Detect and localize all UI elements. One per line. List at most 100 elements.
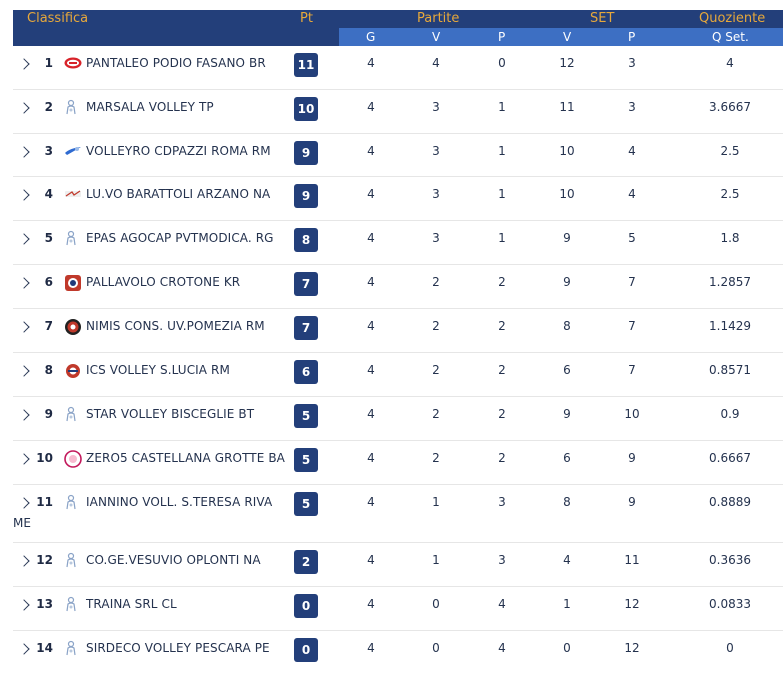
team-name[interactable]: CO.GE.VESUVIO OPLONTI NA [86, 553, 261, 567]
quotient: 0.0833 [709, 597, 751, 611]
chevron-right-icon[interactable] [18, 599, 30, 611]
header-v: V [432, 30, 441, 44]
sets-won: 0 [563, 641, 571, 655]
matches-won: 3 [432, 100, 440, 114]
position: 10 [36, 451, 53, 465]
team-name[interactable]: SIRDECO VOLLEY PESCARA PE [86, 641, 270, 655]
matches-won: 3 [432, 231, 440, 245]
sets-lost: 3 [628, 56, 636, 70]
table-row: 10 ZERO5 CASTELLANA GROTTE BA 5 4 2 2 6 9 0.6667 [13, 441, 783, 485]
team-name[interactable]: NIMIS CONS. UV.POMEZIA RM [86, 319, 265, 333]
table-row: 5 EPAS AGOCAP PVTMODICA. RG 8 4 3 1 9 5 1.8 [13, 221, 783, 265]
matches-won: 4 [432, 56, 440, 70]
table-row: 13 TRAINA SRL CL 0 4 0 4 1 12 0.0833 [13, 587, 783, 631]
quotient: 0 [726, 641, 734, 655]
team-name[interactable]: ICS VOLLEY S.LUCIA RM [86, 363, 230, 377]
matches-won: 2 [432, 319, 440, 333]
sets-lost: 7 [628, 275, 636, 289]
team-name[interactable]: PANTALEO PODIO FASANO BR [86, 56, 266, 70]
sets-lost: 11 [624, 553, 640, 567]
header-p: P [498, 30, 506, 44]
position: 8 [44, 363, 53, 377]
team-name[interactable]: ZERO5 CASTELLANA GROTTE BA [86, 451, 285, 465]
quotient: 2.5 [720, 187, 740, 201]
matches-lost: 2 [498, 319, 506, 333]
sets-lost: 7 [628, 363, 636, 377]
chevron-right-icon[interactable] [18, 497, 30, 509]
matches-lost: 1 [498, 100, 506, 114]
team-name[interactable]: VOLLEYRO CDPAZZI ROMA RM [86, 144, 271, 158]
row-divider [13, 396, 783, 397]
team-name[interactable]: EPAS AGOCAP PVTMODICA. RG [86, 231, 274, 245]
matches-lost: 1 [498, 144, 506, 158]
sets-lost: 12 [624, 597, 640, 611]
table-row: 7 NIMIS CONS. UV.POMEZIA RM 7 4 2 2 8 7 1.1429 [13, 309, 783, 353]
chevron-right-icon[interactable] [18, 189, 30, 201]
points-badge: 2 [294, 550, 318, 574]
row-divider [13, 308, 783, 309]
row-divider [13, 220, 783, 221]
chevron-right-icon[interactable] [18, 58, 30, 70]
row-divider [13, 352, 783, 353]
header-partite: Partite [417, 11, 460, 26]
chevron-right-icon[interactable] [18, 102, 30, 114]
generic-team-icon [64, 99, 80, 115]
zero5-logo-icon [64, 450, 82, 468]
table-row: 11 IANNINO VOLL. S.TERESA RIVA ME 5 4 1 3 8 9 0.8… [13, 485, 783, 543]
matches-lost: 1 [498, 187, 506, 201]
matches-won: 1 [432, 495, 440, 509]
matches-lost: 1 [498, 231, 506, 245]
team-name[interactable]: STAR VOLLEY BISCEGLIE BT [86, 407, 255, 421]
chevron-right-icon[interactable] [18, 321, 30, 333]
chevron-right-icon[interactable] [18, 233, 30, 245]
points-badge: 5 [294, 448, 318, 472]
quotient: 1.2857 [709, 275, 751, 289]
chevron-right-icon[interactable] [18, 555, 30, 567]
matches-won: 2 [432, 275, 440, 289]
games-played: 4 [367, 495, 375, 509]
team-name[interactable]: LU.VO BARATTOLI ARZANO NA [86, 187, 271, 201]
chevron-right-icon[interactable] [18, 146, 30, 158]
position: 1 [44, 56, 53, 70]
generic-team-icon [64, 406, 80, 422]
games-played: 4 [367, 100, 375, 114]
table-row: 12 CO.GE.VESUVIO OPLONTI NA 2 4 1 3 4 11 0.3636 [13, 543, 783, 587]
position: 13 [36, 597, 53, 611]
chevron-right-icon[interactable] [18, 365, 30, 377]
table-row: 6 PALLAVOLO CROTONE KR 7 4 2 2 9 7 1.2857 [13, 265, 783, 309]
position: 9 [44, 407, 53, 421]
games-played: 4 [367, 319, 375, 333]
points-badge: 5 [294, 492, 318, 516]
matches-lost: 0 [498, 56, 506, 70]
row-divider [13, 89, 783, 90]
quotient: 0.3636 [709, 553, 751, 567]
sets-lost: 5 [628, 231, 636, 245]
pantaleo-logo-icon [64, 55, 82, 71]
matches-lost: 2 [498, 275, 506, 289]
matches-lost: 4 [498, 597, 506, 611]
volleyro-logo-icon [64, 143, 81, 159]
matches-won: 2 [432, 407, 440, 421]
team-name[interactable]: TRAINA SRL CL [86, 597, 177, 611]
games-played: 4 [367, 407, 375, 421]
matches-won: 3 [432, 187, 440, 201]
chevron-right-icon[interactable] [18, 453, 30, 465]
sets-lost: 7 [628, 319, 636, 333]
team-name[interactable]: MARSALA VOLLEY TP [86, 100, 214, 114]
position: 2 [44, 100, 53, 114]
sets-won: 4 [563, 553, 571, 567]
row-divider [13, 630, 783, 631]
chevron-right-icon[interactable] [18, 643, 30, 655]
matches-won: 1 [432, 553, 440, 567]
header-pt: Pt [300, 11, 313, 26]
sets-won: 11 [559, 100, 575, 114]
team-name-continued: ME [13, 516, 31, 530]
games-played: 4 [367, 187, 375, 201]
quotient: 0.8889 [709, 495, 751, 509]
generic-team-icon [64, 552, 80, 568]
games-played: 4 [367, 363, 375, 377]
team-name[interactable]: IANNINO VOLL. S.TERESA RIVA [86, 495, 273, 509]
chevron-right-icon[interactable] [18, 277, 30, 289]
chevron-right-icon[interactable] [18, 409, 30, 421]
team-name[interactable]: PALLAVOLO CROTONE KR [86, 275, 241, 289]
